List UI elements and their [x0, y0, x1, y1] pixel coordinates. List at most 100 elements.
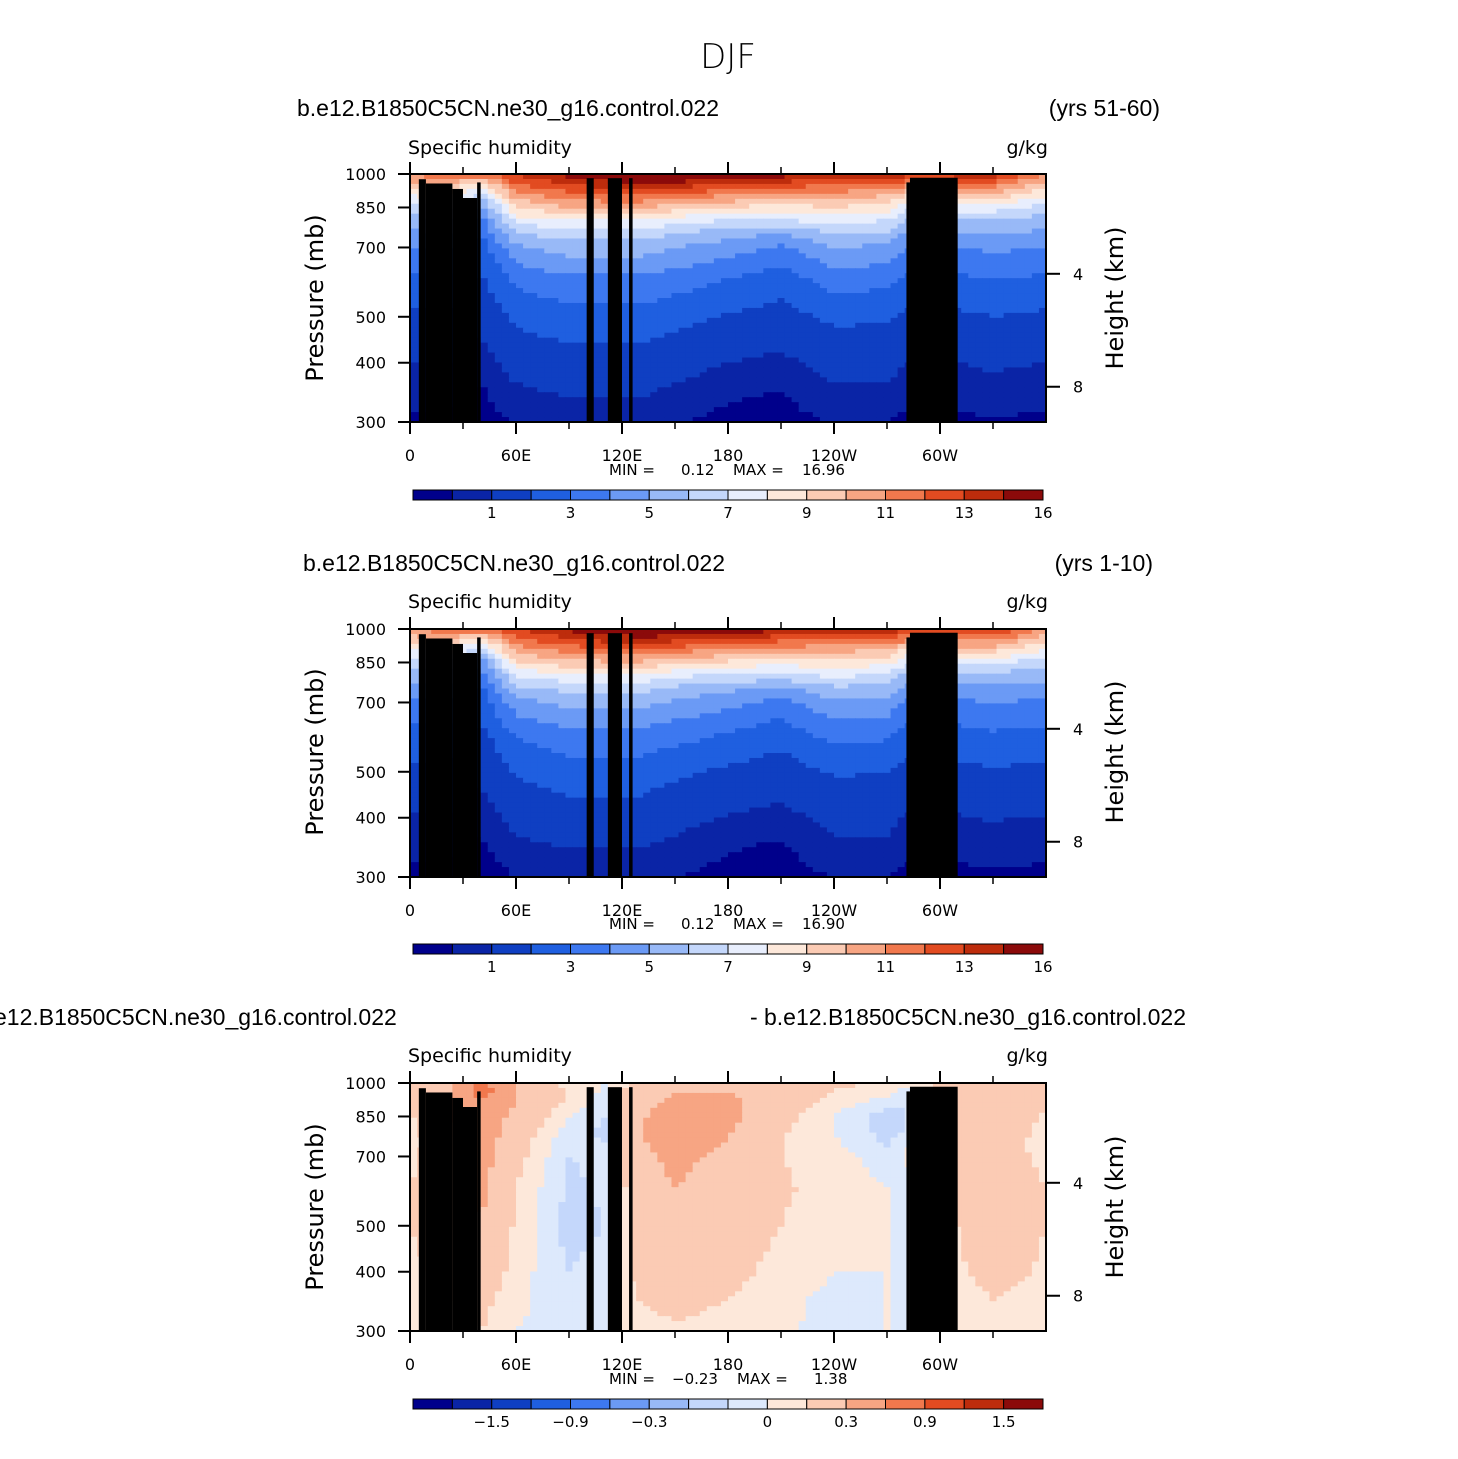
contour-cell	[692, 263, 701, 269]
contour-cell	[770, 233, 779, 240]
contour-cell	[523, 238, 531, 245]
contour-cell	[678, 178, 687, 185]
contour-cell	[1024, 263, 1033, 269]
contour-cell	[728, 307, 736, 314]
contour-cell	[508, 357, 517, 364]
contour-cell	[494, 273, 503, 279]
contour-cell	[494, 643, 503, 650]
contour-cell	[876, 332, 885, 339]
contour-cell	[742, 203, 750, 210]
contour-cell	[932, 629, 941, 635]
contour-cell	[855, 332, 863, 339]
contour-cell	[713, 322, 722, 329]
contour-cell	[784, 382, 793, 388]
contour-cell	[643, 629, 651, 635]
contour-cell	[996, 208, 1005, 215]
contour-cell	[579, 417, 588, 423]
contour-cell	[1003, 253, 1012, 259]
contour-cell	[685, 233, 694, 240]
contour-cell	[989, 402, 998, 408]
contour-cell	[763, 387, 771, 393]
contour-cell	[487, 382, 496, 388]
contour-cell	[756, 312, 764, 319]
contour-cell	[692, 372, 701, 378]
x-tick-label: 60W	[922, 446, 958, 465]
contour-cell	[883, 387, 892, 393]
contour-cell	[713, 397, 722, 403]
contour-cell	[954, 223, 962, 230]
contour-cell	[989, 362, 998, 369]
contour-cell	[600, 228, 609, 235]
contour-cell	[784, 327, 793, 334]
contour-cell	[643, 278, 651, 284]
contour-cell	[876, 347, 885, 354]
contour-cell	[954, 337, 962, 344]
contour-cell	[410, 278, 418, 284]
contour-cell	[671, 307, 680, 314]
contour-cell	[1038, 322, 1047, 329]
contour-cell	[1038, 233, 1047, 240]
contour-cell	[819, 268, 828, 274]
contour-cell	[692, 312, 701, 319]
contour-cell	[579, 243, 588, 249]
contour-cell	[657, 332, 665, 339]
contour-cell	[982, 407, 991, 413]
contour-cell	[777, 402, 786, 408]
contour-cell	[565, 174, 574, 180]
contour-cell	[968, 174, 976, 180]
contour-cell	[897, 317, 906, 324]
contour-cell	[501, 407, 510, 413]
contour-cell	[530, 312, 538, 319]
panel-1-colorbar: 1 3 5 7 9 11 13 16	[412, 489, 1053, 522]
contour-cell	[1024, 178, 1033, 185]
contour-cell	[975, 322, 983, 329]
contour-cell	[975, 193, 983, 200]
contour-cell	[735, 322, 743, 329]
contour-cell	[487, 417, 496, 423]
contour-cell	[876, 402, 885, 408]
contour-cell	[657, 293, 665, 299]
contour-cell	[487, 273, 496, 279]
contour-cell	[579, 228, 588, 235]
contour-cell	[713, 332, 722, 339]
contour-cell	[544, 372, 552, 378]
contour-cell	[1017, 243, 1026, 249]
contour-cell	[876, 377, 885, 383]
contour-cell	[1038, 643, 1047, 650]
contour-cell	[1031, 213, 1040, 220]
contour-cell	[784, 392, 793, 398]
contour-cell	[720, 382, 729, 388]
contour-cell	[961, 183, 969, 190]
contour-cell	[685, 392, 694, 398]
contour-cell	[494, 362, 503, 369]
contour-cell	[699, 337, 708, 344]
contour-cell	[897, 357, 906, 364]
contour-cell	[551, 412, 559, 418]
contour-cell	[841, 273, 849, 279]
contour-cell	[508, 293, 517, 299]
contour-cell	[699, 193, 708, 200]
contour-cell	[975, 372, 983, 378]
contour-cell	[720, 278, 729, 284]
contour-cell	[841, 337, 849, 344]
contour-cell	[968, 337, 976, 344]
contour-cell	[1031, 342, 1040, 349]
contour-cell	[530, 412, 538, 418]
contour-cell	[720, 417, 729, 423]
contour-cell	[1010, 233, 1019, 240]
contour-cell	[961, 228, 969, 235]
contour-cell	[777, 387, 786, 393]
contour-cell	[742, 417, 750, 423]
contour-cell	[558, 367, 567, 373]
contour-cell	[819, 213, 828, 220]
contour-cell	[487, 174, 496, 180]
contour-cell	[480, 402, 489, 408]
contour-cell	[494, 337, 503, 344]
contour-cell	[629, 233, 637, 240]
contour-cell	[869, 193, 877, 200]
contour-cell	[572, 629, 581, 635]
contour-cell	[954, 377, 962, 383]
contour-cell	[508, 278, 517, 284]
contour-cell	[1010, 407, 1019, 413]
contour-cell	[706, 208, 715, 215]
